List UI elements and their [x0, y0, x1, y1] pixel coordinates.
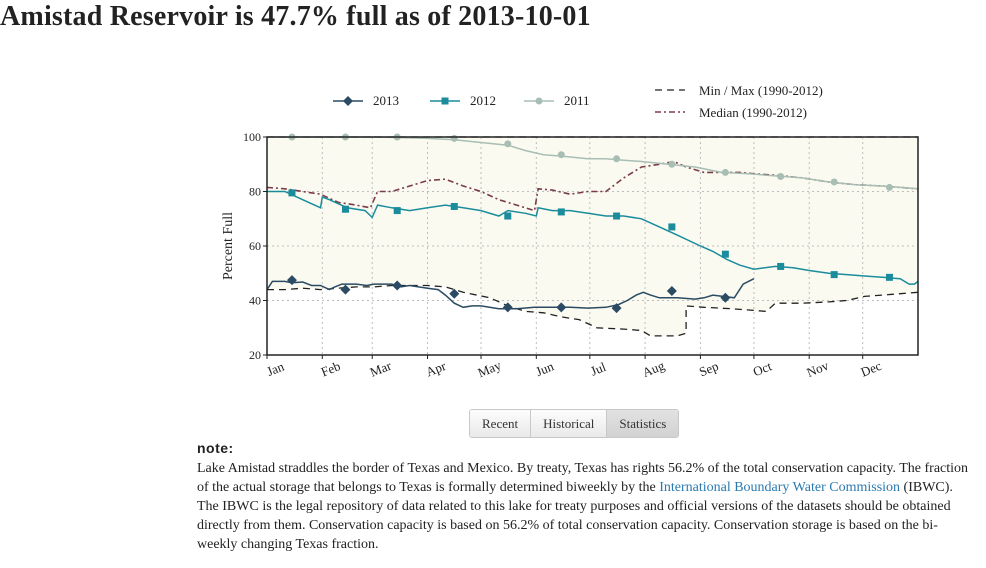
- series-2012-point: [721, 250, 729, 258]
- series-2012-point: [777, 262, 785, 270]
- legend-marker: [535, 97, 543, 105]
- series-2011-point: [668, 160, 676, 168]
- series-min-line: [267, 284, 919, 337]
- x-tick-label: Oct: [751, 358, 774, 379]
- series-2012-point: [504, 212, 512, 220]
- x-tick-label: Nov: [804, 357, 831, 379]
- x-tick-label: Feb: [319, 358, 343, 379]
- y-tick-label: 20: [249, 348, 261, 362]
- tab-historical[interactable]: Historical: [531, 410, 608, 437]
- legend-label: 2011: [564, 93, 590, 108]
- tab-recent[interactable]: Recent: [470, 410, 532, 437]
- y-tick-label: 40: [249, 294, 261, 308]
- y-tick-label: 100: [243, 130, 261, 144]
- view-tabs: Recent Historical Statistics: [469, 409, 680, 438]
- series-2012-point: [557, 208, 565, 216]
- series-2013-point: [611, 303, 622, 314]
- series-2012-point: [288, 189, 296, 197]
- legend-label: 2012: [470, 93, 496, 108]
- series-2013-point: [449, 288, 460, 299]
- x-tick-label: May: [475, 357, 503, 380]
- series-2013-line: [266, 278, 755, 310]
- series-2011-point: [613, 155, 621, 163]
- series-2011-point: [885, 183, 893, 191]
- series-2012-point: [450, 202, 458, 210]
- x-tick-label: Jan: [264, 358, 286, 379]
- series-2013-point: [392, 280, 403, 291]
- series-2011-line: [267, 136, 919, 190]
- series-2011-point: [450, 134, 458, 142]
- x-tick-label: Dec: [859, 358, 884, 380]
- series-2011-point: [557, 151, 565, 159]
- y-tick-label: 60: [249, 239, 261, 253]
- x-tick-label: Aug: [640, 357, 667, 379]
- legend-marker: [441, 97, 449, 105]
- series-2012-point: [393, 207, 401, 215]
- series-2012-point: [885, 273, 893, 281]
- series-2012-point: [830, 271, 838, 279]
- series-2011-point: [777, 173, 785, 181]
- x-tick-label: Jun: [533, 358, 556, 379]
- legend-item-median: Median (1990-2012): [655, 105, 807, 120]
- note-text-after-link: (IBWC). The IBWC is the legal repository…: [197, 480, 953, 552]
- note-heading: note:: [197, 440, 234, 456]
- note-section: note: Lake Amistad straddles the border …: [197, 439, 972, 554]
- legend-item-2011: 2011: [524, 93, 590, 108]
- x-tick-label: Apr: [424, 358, 449, 380]
- min-max-envelope: [267, 137, 918, 336]
- x-tick-label: Sep: [697, 358, 721, 379]
- series-2011-point: [504, 140, 512, 148]
- ibwc-link[interactable]: International Boundary Water Commission: [659, 480, 901, 495]
- series-2013-point: [666, 285, 677, 296]
- legend-item-2013: 2013: [333, 93, 399, 108]
- series-2013-point: [720, 292, 731, 303]
- reservoir-chart: 20 40 60 80 100 Jan Feb Mar Apr May Jun Jul Aug Sep Oc…: [221, 83, 919, 380]
- legend-item-2012: 2012: [430, 93, 496, 108]
- series-2013-point: [340, 284, 351, 295]
- series-2013-point: [502, 302, 513, 313]
- series-2012-point: [341, 205, 349, 213]
- series-2013-point: [556, 302, 567, 313]
- tab-statistics[interactable]: Statistics: [607, 410, 679, 437]
- y-tick-label: 80: [249, 185, 261, 199]
- series-2012-point: [613, 212, 621, 220]
- page-title: Amistad Reservoir is 47.7% full as of 20…: [0, 1, 591, 32]
- x-tick-label: Jul: [588, 359, 608, 379]
- series-2012-line: [267, 190, 919, 285]
- note-text-before-link: Lake Amistad straddles the border of Tex…: [197, 461, 969, 495]
- series-2012-point: [668, 223, 676, 231]
- series-2013-point: [286, 275, 297, 286]
- x-tick-label: Mar: [368, 358, 394, 380]
- legend-label: Min / Max (1990-2012): [699, 83, 823, 98]
- legend-label: Median (1990-2012): [699, 105, 807, 120]
- y-axis-label: Percent Full: [221, 212, 236, 280]
- legend-item-min-max: Min / Max (1990-2012): [655, 83, 823, 98]
- legend-marker: [343, 96, 353, 106]
- legend-label: 2013: [373, 93, 399, 108]
- series-2011-point: [830, 178, 838, 186]
- series-2011-point: [721, 168, 729, 176]
